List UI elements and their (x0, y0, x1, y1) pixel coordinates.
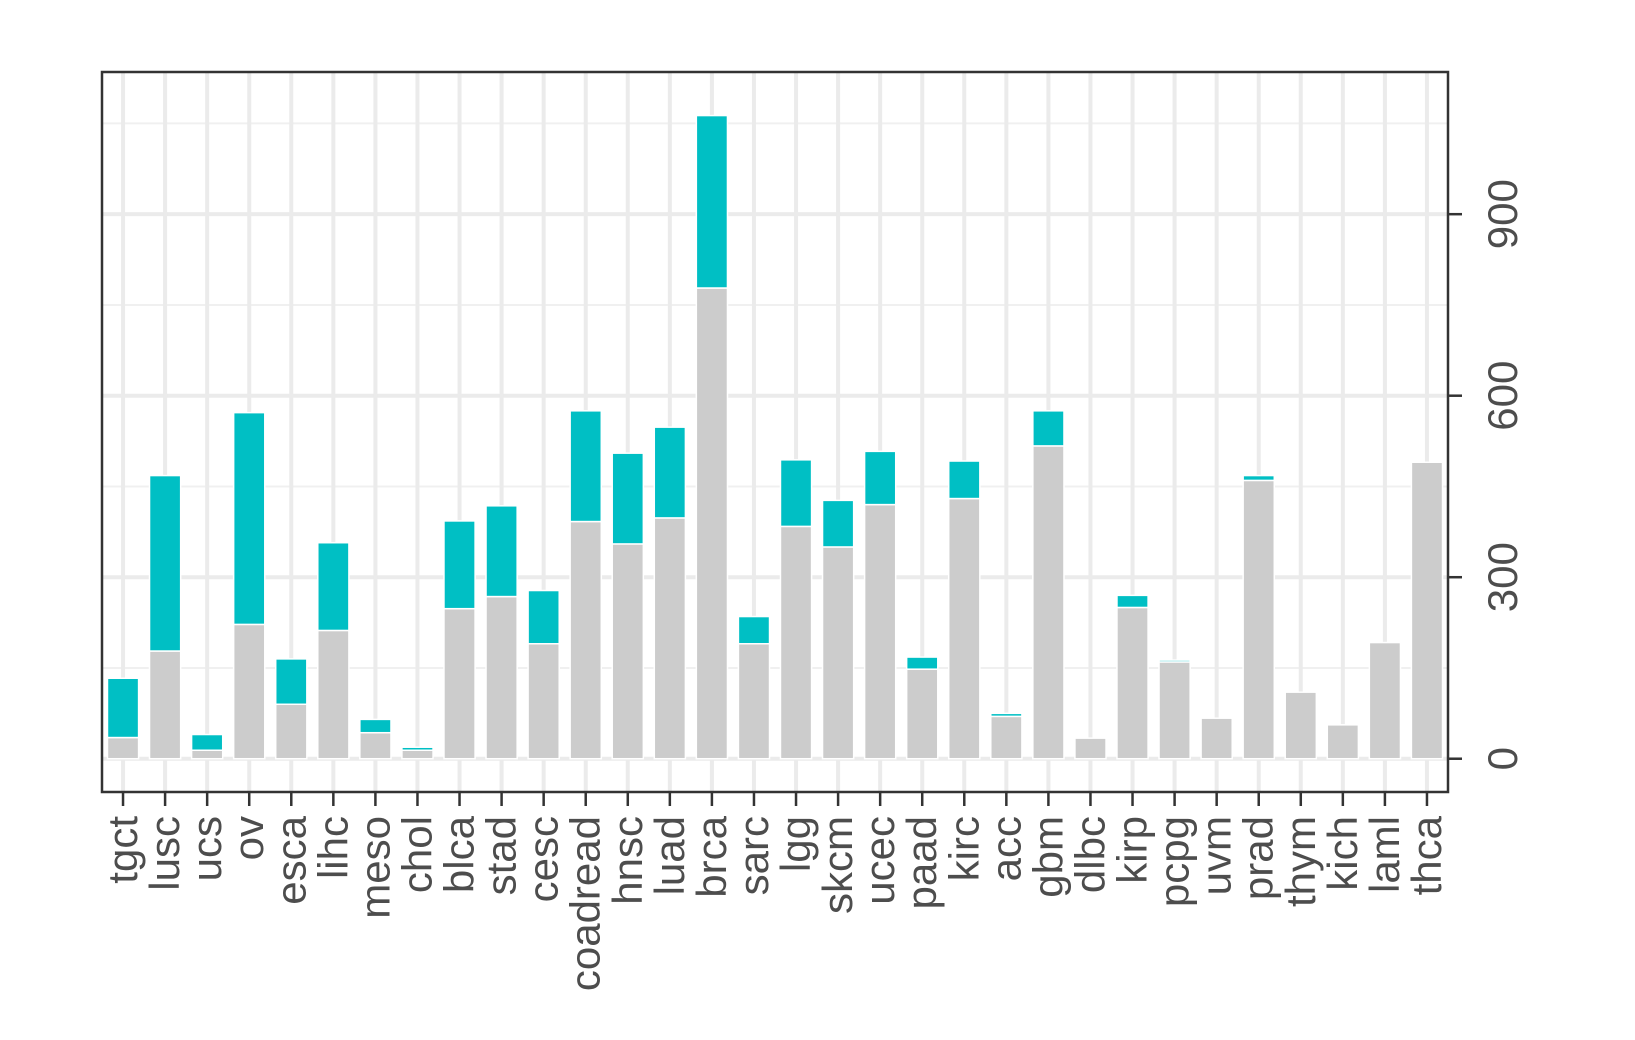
bar-segment-pcpg-top (1158, 659, 1191, 663)
x-tick-label-gbm: gbm (1024, 816, 1071, 898)
bar-segment-ucs-top (190, 733, 224, 752)
bar-segment-acc-base (990, 715, 1023, 760)
bar-segment-esca-top (274, 658, 308, 706)
x-tick-label-kirp: kirp (1109, 816, 1156, 884)
bar-segment-laml-base (1368, 641, 1402, 760)
x-tick-label-ucec: ucec (856, 816, 903, 905)
x-tick-label-prad: prad (1235, 816, 1282, 900)
y-tick-label: 300 (1479, 542, 1526, 612)
bar-segment-kirp-top (1116, 594, 1149, 609)
bar-segment-coadread-top (569, 410, 603, 523)
bar-segment-ov-base (232, 623, 266, 760)
x-tick-label-tgct: tgct (99, 816, 146, 884)
x-tick-label-acc: acc (982, 816, 1029, 881)
bar-segment-chol-base (401, 749, 434, 760)
bar-segment-gbm-base (1032, 445, 1065, 760)
bar-segment-kirc-top (947, 460, 981, 500)
bar-segment-esca-base (274, 703, 308, 760)
bar-segment-sarc-top (737, 615, 771, 645)
bar-segment-ucs-base (190, 749, 224, 760)
bar-segment-lgg-top (779, 459, 813, 528)
x-tick-label-lusc: lusc (141, 816, 188, 891)
plot-border (100, 70, 1450, 794)
bar-segment-luad-top (653, 426, 687, 519)
bar-segment-pcpg-base (1158, 661, 1191, 760)
bar-segment-tgct-top (106, 677, 140, 739)
x-tick-label-laml: laml (1361, 816, 1408, 893)
bar-segment-stad-top (485, 505, 518, 598)
bar-segment-uvm-base (1200, 717, 1233, 760)
bar-segment-meso-base (359, 731, 392, 760)
bar-segment-ucec-top (863, 450, 897, 506)
x-tick-label-lihc: lihc (309, 816, 356, 879)
bar-segment-prad-base (1242, 479, 1276, 760)
x-tick-label-dlbc: dlbc (1066, 816, 1113, 893)
bar-segment-stad-base (485, 595, 518, 760)
x-tick-label-thca: thca (1403, 815, 1450, 895)
x-tick-label-lgg: lgg (772, 816, 819, 872)
x-tick-label-sarc: sarc (730, 816, 777, 895)
bar-segment-blca-base (443, 607, 476, 760)
x-tick-label-brca: brca (688, 815, 735, 897)
x-tick-label-chol: chol (393, 816, 440, 893)
bar-segment-paad-base (905, 668, 939, 760)
bar-segment-coadread-base (569, 520, 603, 760)
x-tick-label-meso: meso (351, 816, 398, 919)
bar-segment-hnsc-top (611, 452, 645, 545)
bar-segment-cesc-base (527, 643, 560, 760)
y-axis: 0 300 600 900 (1448, 179, 1526, 770)
x-tick-label-paad: paad (898, 816, 945, 909)
bar-segment-prad-top (1242, 474, 1276, 482)
x-tick-label-uvm: uvm (1193, 816, 1240, 895)
bar-segment-thym-base (1284, 691, 1318, 760)
y-tick-label: 600 (1479, 361, 1526, 431)
bar-segment-ucec-base (863, 503, 897, 760)
x-tick-label-blca: blca (436, 815, 483, 893)
bar-segment-hnsc-base (611, 543, 645, 760)
bar-segment-blca-top (443, 520, 476, 610)
bar-segment-tgct-base (106, 736, 140, 760)
bar-segment-brca-base (695, 287, 729, 760)
x-tick-label-pcpg: pcpg (1151, 816, 1198, 907)
bar-segment-luad-base (653, 517, 687, 760)
x-tick-label-esca: esca (267, 815, 314, 904)
bar-segment-dlbc-base (1074, 737, 1107, 760)
x-tick-label-skcm: skcm (814, 816, 861, 914)
bar-segment-kirp-base (1116, 606, 1149, 760)
bar-segment-lusc-base (148, 650, 182, 760)
x-tick-label-ov: ov (225, 816, 272, 860)
bar-segment-brca-top (695, 114, 729, 289)
y-tick-label: 900 (1479, 179, 1526, 249)
x-tick-label-kich: kich (1319, 816, 1366, 891)
bar-segment-meso-top (359, 718, 392, 734)
bars (106, 114, 1444, 760)
x-tick-label-kirc: kirc (940, 816, 987, 881)
bar-segment-cesc-top (527, 589, 560, 645)
bar-segment-lusc-top (148, 474, 182, 652)
bar-segment-thca-base (1410, 461, 1444, 760)
x-tick-label-thym: thym (1277, 816, 1324, 907)
bar-segment-sarc-base (737, 643, 771, 760)
bar-segment-acc-top (990, 712, 1023, 718)
bar-segment-kirc-base (947, 497, 981, 760)
bar-segment-kich-base (1326, 724, 1360, 760)
bar-segment-skcm-base (821, 546, 855, 760)
bar-segment-chol-top (401, 746, 434, 752)
bar-segment-lihc-top (317, 541, 350, 632)
bar-segment-lihc-base (317, 629, 350, 760)
bar-segment-gbm-top (1032, 410, 1065, 447)
y-tick-label: 0 (1479, 747, 1526, 770)
bar-segment-ov-top (232, 411, 266, 626)
x-tick-label-luad: luad (646, 816, 693, 895)
x-tick-label-hnsc: hnsc (604, 816, 651, 905)
bar-segment-skcm-top (821, 499, 855, 548)
bar-segment-paad-top (905, 656, 939, 670)
x-tick-label-stad: stad (478, 816, 525, 895)
x-tick-label-ucs: ucs (183, 816, 230, 881)
bar-segment-lgg-base (779, 525, 813, 760)
x-axis: tgctluscucsovescalihcmesocholblcastadces… (99, 792, 1450, 991)
x-tick-label-cesc: cesc (520, 816, 567, 902)
x-tick-label-coadread: coadread (562, 816, 609, 991)
